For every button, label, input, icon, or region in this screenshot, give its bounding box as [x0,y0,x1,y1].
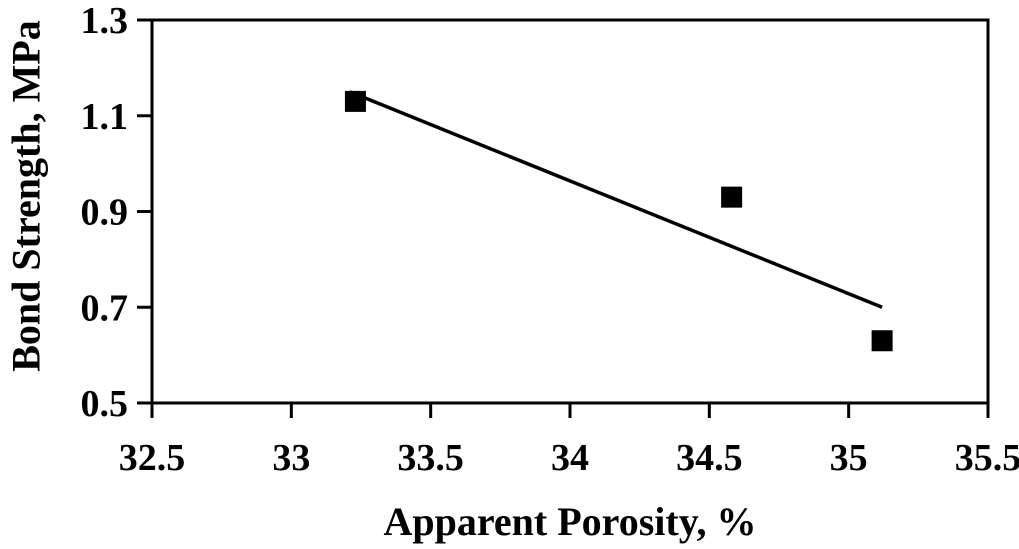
y-tick-label: 1.1 [81,96,129,138]
x-axis-title: Apparent Porosity, % [383,499,757,544]
data-point-marker [344,90,366,112]
data-point-marker [721,186,743,208]
x-tick-label: 34.5 [676,437,743,479]
y-tick-label: 0.7 [81,287,129,329]
x-tick-label: 34 [551,437,589,479]
y-tick-label: 0.9 [81,192,129,234]
x-tick-label: 33 [272,437,310,479]
y-tick-label: 0.5 [81,383,129,425]
x-tick-label: 33.5 [397,437,464,479]
data-point-marker [871,330,893,352]
x-tick-label: 35 [830,437,868,479]
y-axis-title: Bond Strength, MPa [3,20,49,372]
x-tick-label: 32.5 [119,437,186,479]
x-tick-label: 35.5 [955,437,1019,479]
y-tick-label: 1.3 [81,0,129,42]
plot-border [150,18,990,405]
trend-line [349,90,883,309]
